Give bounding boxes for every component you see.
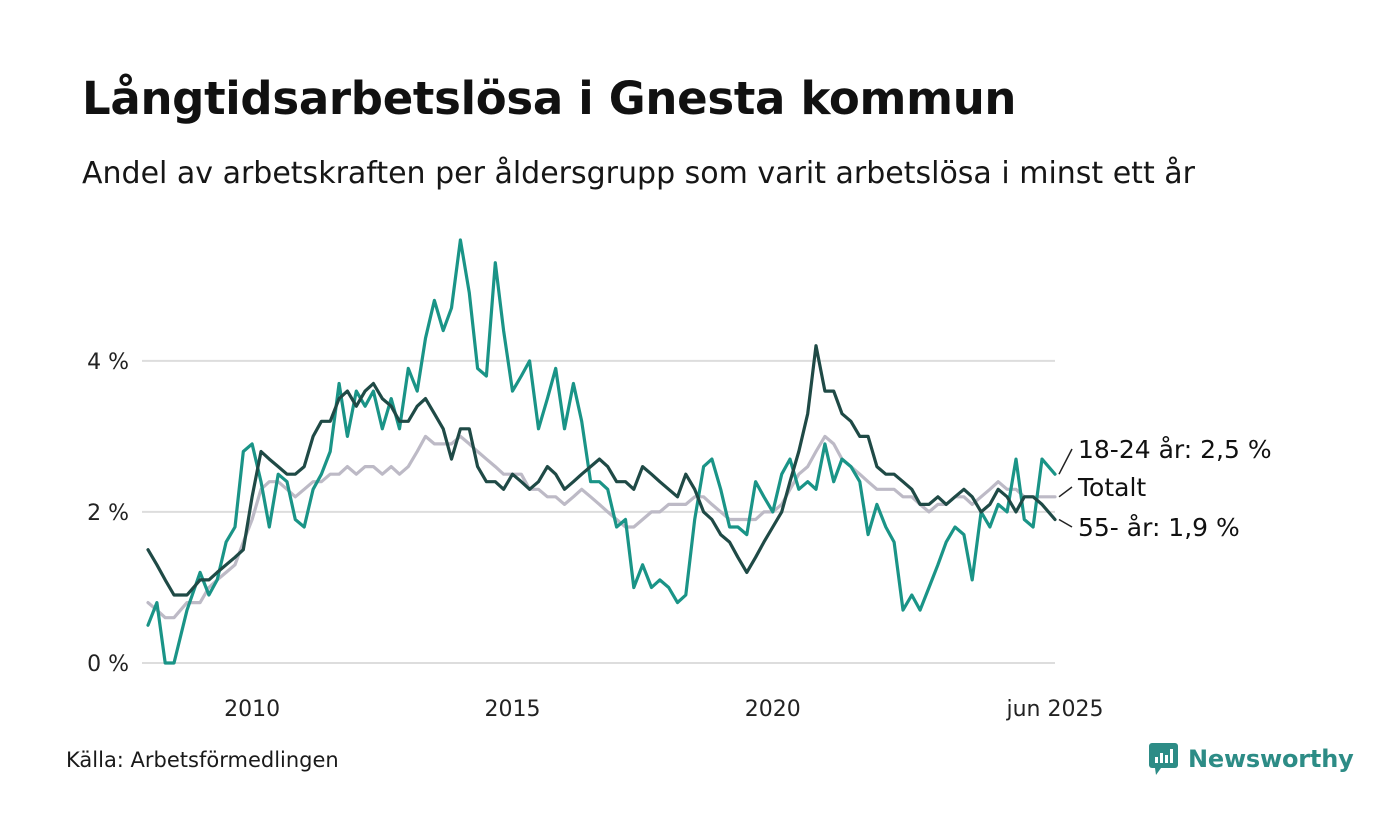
series-line-0 [146,238,1057,665]
end-label-leader [1058,448,1073,475]
chart-subtitle: Andel av arbetskraften per åldersgrupp s… [82,156,1195,191]
series-end-label: 55- år: 1,9 % [1078,513,1240,542]
chart-title: Långtidsarbetslösa i Gnesta kommun [82,72,1017,125]
series-end-label: Totalt [1077,473,1146,502]
end-label-leader [1058,486,1073,498]
brand-name: Newsworthy [1188,745,1354,773]
x-tick-label: jun 2025 [1006,697,1104,722]
series-line-1 [146,434,1057,620]
series-lines [146,238,1057,665]
y-tick-label: 4 % [87,350,129,375]
x-tick-label: 2020 [745,697,801,722]
y-tick-label: 2 % [87,501,129,526]
end-label-leader [1058,518,1073,528]
source-note: Källa: Arbetsförmedlingen [66,748,339,772]
newsworthy-logo-icon [1149,743,1178,775]
series-end-label: 18-24 år: 2,5 % [1078,435,1272,464]
series-end-labels: 18-24 år: 2,5 % Totalt 55- år: 1,9 % [1058,435,1272,542]
y-axis-labels: 0 % 2 % 4 % [87,350,129,677]
series-line-2 [146,344,1057,597]
x-axis-labels: 2010 2015 2020 jun 2025 [224,697,1103,722]
x-tick-label: 2010 [224,697,280,722]
x-tick-label: 2015 [484,697,540,722]
brand-logo: Newsworthy [1148,742,1354,776]
y-tick-label: 0 % [87,652,129,677]
grid-lines [142,359,1055,664]
